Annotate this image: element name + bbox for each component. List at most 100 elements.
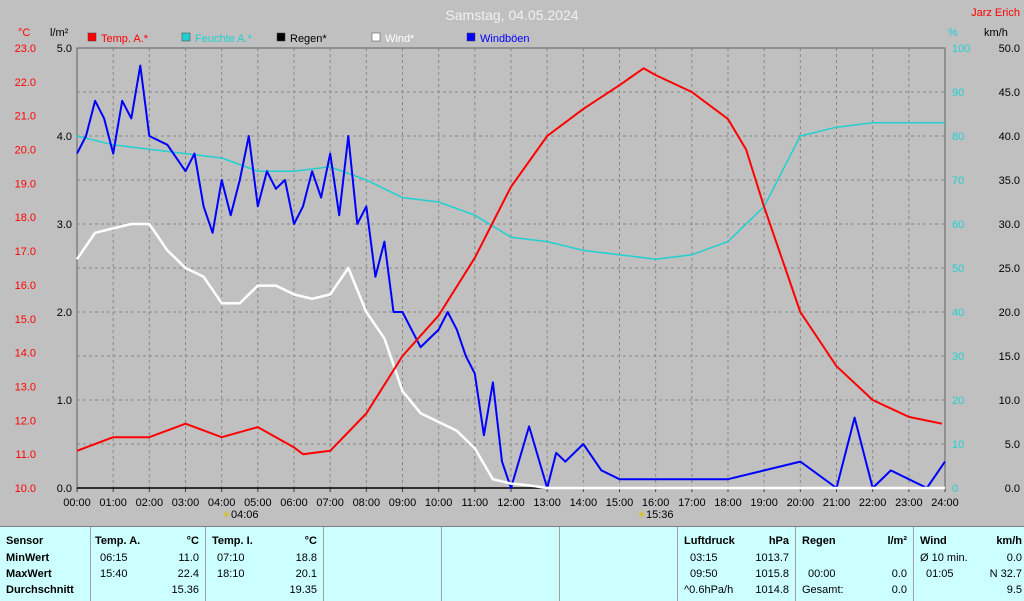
temp-a-unit: °C	[186, 535, 199, 547]
legend-label: Wind*	[385, 33, 415, 45]
label-max: MaxWert	[6, 568, 52, 580]
legend-swatch	[181, 32, 191, 42]
x-tick-label: 01:00	[99, 497, 127, 509]
rain-header: Regen	[802, 535, 836, 547]
wind-tick-label: 50.0	[999, 43, 1020, 55]
x-tick-label: 02:00	[136, 497, 164, 509]
sunrise-marker: ☀ 04:06	[222, 509, 259, 521]
legend-swatch	[87, 32, 97, 42]
x-tick-label: 22:00	[859, 497, 887, 509]
temp-tick-label: 12.0	[15, 415, 36, 427]
wind-header: Wind	[920, 535, 947, 547]
x-tick-label: 23:00	[895, 497, 923, 509]
x-tick-label: 15:00	[606, 497, 634, 509]
x-tick-label: 10:00	[425, 497, 453, 509]
pressure-trend: ^0.6hPa/h	[684, 584, 734, 596]
temp-a-header: Temp. A.	[95, 535, 141, 547]
rain-total-label: Gesamt:	[802, 584, 844, 596]
temp-a-avg: 15.36	[171, 584, 199, 596]
temp-tick-label: 17.0	[15, 246, 36, 258]
temp-tick-label: 15.0	[15, 314, 36, 326]
label-min: MinWert	[6, 552, 50, 564]
temp-i-header: Temp. I.	[212, 535, 253, 547]
empty-section	[323, 527, 442, 601]
temp-tick-label: 20.0	[15, 145, 36, 157]
wind-overall: 9.5	[1006, 584, 1022, 596]
humidity-tick-label: 100	[952, 43, 970, 55]
humidity-tick-label: 60	[952, 219, 964, 231]
temp-tick-label: 19.0	[15, 178, 36, 190]
legend-swatch	[276, 32, 286, 42]
series-line-wind	[75, 222, 945, 490]
wind-tick-label: 45.0	[999, 87, 1020, 99]
sunrise-time: 04:06	[231, 509, 259, 521]
pressure-section: Luftdruck hPa 03:15 1013.7 09:50 1015.8 …	[677, 527, 796, 601]
rain-tick-label: 0.0	[57, 483, 72, 495]
humidity-unit: %	[948, 27, 958, 39]
rain-unit: l/m²	[50, 27, 69, 39]
rain-tick-label: 3.0	[57, 219, 72, 231]
legend-label: Feuchte A.*	[195, 33, 253, 45]
wind-tick-label: 25.0	[999, 263, 1020, 275]
statistics-table: Sensor MinWert MaxWert Durchschnitt Temp…	[0, 526, 1024, 601]
x-tick-label: 21:00	[823, 497, 851, 509]
wind-tick-label: 0.0	[1005, 483, 1020, 495]
wind-unit: km/h	[984, 27, 1008, 39]
temp-outside-section: Temp. A. °C 06:15 11.0 15:40 22.4 15.36	[90, 527, 206, 601]
temp-tick-label: 22.0	[15, 77, 36, 89]
rain-tick-label: 2.0	[57, 307, 72, 319]
label-avg: Durchschnitt	[6, 584, 74, 596]
x-tick-label: 14:00	[570, 497, 598, 509]
x-tick-label: 07:00	[316, 497, 344, 509]
x-tick-label: 06:00	[280, 497, 308, 509]
rain-unit: l/m²	[887, 535, 907, 547]
pressure-unit: hPa	[768, 535, 789, 547]
x-tick-label: 24:00	[931, 497, 959, 509]
x-tick-label: 00:00	[63, 497, 91, 509]
temp-tick-label: 13.0	[15, 381, 36, 393]
empty-section	[559, 527, 678, 601]
temp-tick-label: 11.0	[15, 449, 36, 461]
rain-total: 0.0	[891, 584, 907, 596]
humidity-tick-label: 10	[952, 439, 964, 451]
rain-max-time: 00:00	[808, 568, 836, 580]
temp-tick-label: 14.0	[15, 348, 36, 360]
temp-a-max-time: 15:40	[100, 568, 128, 580]
pressure-min: 1013.7	[755, 552, 789, 564]
temp-i-max-time: 18:10	[217, 568, 245, 580]
sunset-time: 15:36	[646, 509, 674, 521]
series-line-temp	[76, 67, 943, 456]
rain-tick-label: 4.0	[57, 131, 72, 143]
x-tick-label: 16:00	[642, 497, 670, 509]
wind-tick-label: 10.0	[999, 395, 1020, 407]
x-tick-label: 19:00	[750, 497, 778, 509]
empty-section	[441, 527, 560, 601]
series-line-wind	[76, 64, 946, 489]
x-tick-label: 20:00	[787, 497, 815, 509]
wind-tick-label: 35.0	[999, 175, 1020, 187]
wind-avg-label: Ø 10 min.	[920, 552, 968, 564]
temp-tick-label: 16.0	[15, 280, 36, 292]
temp-a-min: 11.0	[178, 552, 199, 564]
wind-unit: km/h	[996, 535, 1022, 547]
temp-a-min-time: 06:15	[100, 552, 128, 564]
series-layer	[75, 64, 946, 490]
temp-inside-section: Temp. I. °C 07:10 18.8 18:10 20.1 19.35	[205, 527, 324, 601]
wind-tick-label: 20.0	[999, 307, 1020, 319]
x-tick-label: 12:00	[497, 497, 525, 509]
x-tick-label: 11:00	[461, 497, 488, 509]
temp-i-max: 20.1	[295, 568, 317, 580]
chart-title: Samstag, 04.05.2024	[445, 7, 578, 23]
temp-i-min-time: 07:10	[217, 552, 245, 564]
wind-tick-label: 30.0	[999, 219, 1020, 231]
wind-avg: 0.0	[1006, 552, 1022, 564]
legend-label: Regen*	[290, 33, 327, 45]
sun-icon: ☀	[222, 510, 231, 521]
humidity-tick-label: 0	[952, 483, 958, 495]
chart: Samstag, 04.05.2024 Jarz Erich °C l/m² %…	[14, 7, 1020, 521]
rain-max: 0.0	[891, 568, 907, 580]
wind-section: Wind km/h Ø 10 min. 0.0 01:05 N 32.7 9.5	[913, 527, 1024, 601]
x-tick-label: 18:00	[714, 497, 742, 509]
wind-tick-label: 40.0	[999, 131, 1020, 143]
temp-tick-label: 23.0	[15, 43, 36, 55]
